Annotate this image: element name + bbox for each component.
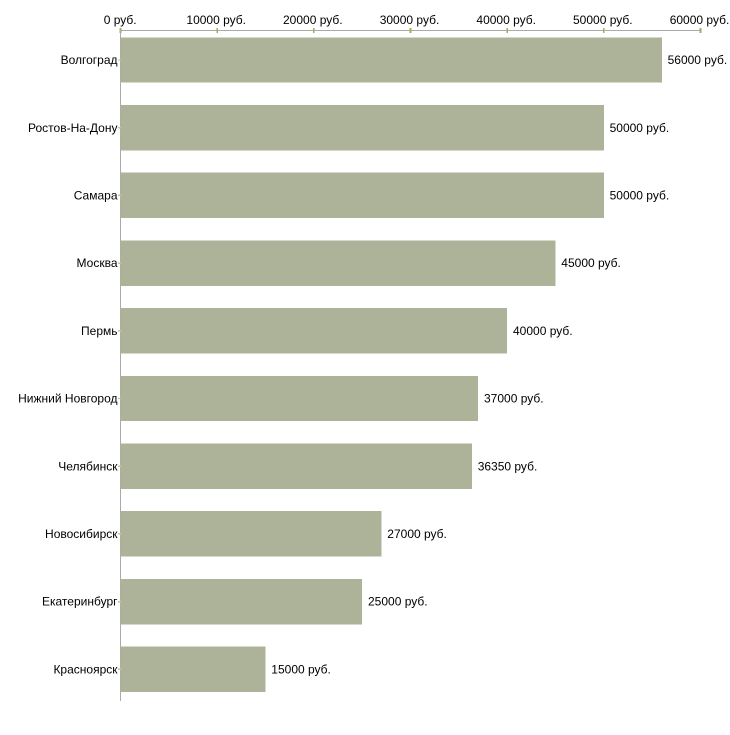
svg-text:Нижний Новгород: Нижний Новгород xyxy=(18,392,117,406)
svg-text:Пермь: Пермь xyxy=(81,324,117,338)
svg-text:Волгоград: Волгоград xyxy=(61,53,118,67)
svg-text:Новосибирск: Новосибирск xyxy=(45,527,118,541)
svg-text:Екатеринбург: Екатеринбург xyxy=(42,595,118,609)
svg-text:20000 руб.: 20000 руб. xyxy=(283,13,343,27)
svg-text:Красноярск: Красноярск xyxy=(53,662,118,676)
svg-text:15000 руб.: 15000 руб. xyxy=(271,662,331,676)
svg-text:40000 руб.: 40000 руб. xyxy=(513,324,573,338)
svg-text:50000 руб.: 50000 руб. xyxy=(610,121,670,135)
svg-text:25000 руб.: 25000 руб. xyxy=(368,595,428,609)
svg-text:Самара: Самара xyxy=(74,189,118,203)
svg-text:27000 руб.: 27000 руб. xyxy=(387,527,447,541)
svg-text:Ростов-На-Дону: Ростов-На-Дону xyxy=(28,121,117,135)
svg-text:0 руб.: 0 руб. xyxy=(104,13,137,27)
svg-text:50000 руб.: 50000 руб. xyxy=(610,189,670,203)
svg-text:56000 руб.: 56000 руб. xyxy=(668,53,728,67)
svg-text:37000 руб.: 37000 руб. xyxy=(484,392,544,406)
svg-text:36350 руб.: 36350 руб. xyxy=(478,459,538,473)
svg-text:30000 руб.: 30000 руб. xyxy=(380,13,440,27)
svg-text:60000 руб.: 60000 руб. xyxy=(670,13,730,27)
svg-text:45000 руб.: 45000 руб. xyxy=(561,256,621,270)
svg-text:40000 руб.: 40000 руб. xyxy=(476,13,536,27)
svg-text:Челябинск: Челябинск xyxy=(58,459,118,473)
svg-text:Москва: Москва xyxy=(77,256,118,270)
svg-text:10000 руб.: 10000 руб. xyxy=(186,13,246,27)
svg-text:50000 руб.: 50000 руб. xyxy=(573,13,633,27)
